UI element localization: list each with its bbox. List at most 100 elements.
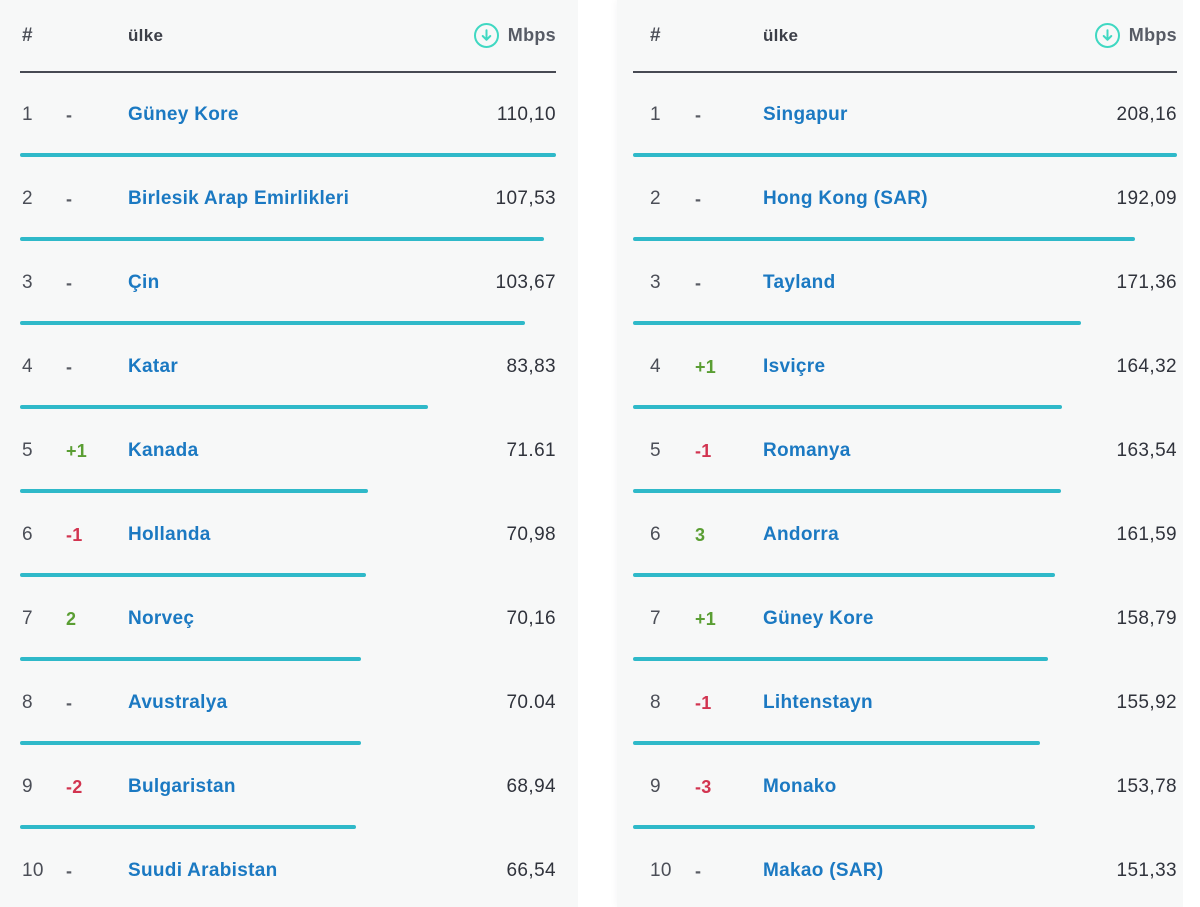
- table-row: 6 3 Andorra 161,59: [633, 493, 1177, 577]
- country-link[interactable]: Güney Kore: [763, 608, 874, 629]
- row-rank: 10: [650, 860, 672, 881]
- speed-bar: [20, 404, 428, 409]
- rank-change-indicator: -2: [66, 776, 83, 797]
- country-link[interactable]: Isviçre: [763, 356, 826, 377]
- table-row: 5 +1 Kanada 71.61: [20, 409, 556, 493]
- table-row: 7 2 Norveç 70,16: [20, 577, 556, 661]
- country-link[interactable]: Tayland: [763, 272, 836, 293]
- country-link[interactable]: Singapur: [763, 104, 848, 125]
- country-link[interactable]: Birlesik Arap Emirlikleri: [128, 188, 350, 209]
- table-row: 6 -1 Hollanda 70,98: [20, 493, 556, 577]
- rank-change-indicator: 2: [66, 608, 77, 629]
- row-rank: 6: [22, 524, 33, 545]
- country-column-header: ülke: [128, 25, 164, 45]
- country-link[interactable]: Andorra: [763, 524, 839, 545]
- speed-value: 103,67: [495, 272, 556, 293]
- country-link[interactable]: Bulgaristan: [128, 776, 236, 797]
- rank-column-header: #: [650, 24, 661, 46]
- country-link[interactable]: Katar: [128, 356, 179, 377]
- speed-bar: [633, 572, 1056, 577]
- country-link[interactable]: Hollanda: [128, 524, 211, 545]
- row-rank: 3: [650, 272, 661, 293]
- row-rank: 5: [22, 440, 33, 461]
- country-link[interactable]: Hong Kong (SAR): [763, 188, 928, 209]
- rank-change-indicator: -: [695, 104, 702, 125]
- speed-value: 71.61: [506, 440, 556, 461]
- rank-change-indicator: 3: [695, 524, 706, 545]
- table-row: 4 +1 Isviçre 164,32: [633, 325, 1177, 409]
- row-rank: 3: [22, 272, 33, 293]
- country-link[interactable]: Romanya: [763, 440, 851, 461]
- speed-bar: [633, 236, 1136, 241]
- row-rank: 8: [650, 692, 661, 713]
- row-rank: 5: [650, 440, 661, 461]
- table-row: 10 - Makao (SAR) 151,33: [633, 829, 1177, 907]
- country-link[interactable]: Makao (SAR): [763, 860, 884, 881]
- country-link[interactable]: Monako: [763, 776, 837, 797]
- rank-change-indicator: -: [695, 272, 702, 293]
- country-link[interactable]: Güney Kore: [128, 104, 239, 125]
- rank-change-indicator: -: [695, 188, 702, 209]
- row-rank: 10: [22, 860, 44, 881]
- speed-value: 70,16: [506, 608, 556, 629]
- table-row: 9 -2 Bulgaristan 68,94: [20, 745, 556, 829]
- speed-bar: [20, 488, 369, 493]
- speed-value: 164,32: [1116, 356, 1177, 377]
- speed-bar: [20, 572, 366, 577]
- country-link[interactable]: Avustralya: [128, 692, 228, 713]
- speed-bar: [20, 656, 362, 661]
- country-link[interactable]: Çin: [128, 272, 160, 293]
- rank-change-indicator: -: [66, 692, 73, 713]
- rank-change-indicator: -1: [695, 692, 712, 713]
- row-rank: 1: [22, 104, 33, 125]
- rank-change-indicator: -: [66, 272, 73, 293]
- row-rank: 6: [650, 524, 661, 545]
- speed-value: 153,78: [1116, 776, 1177, 797]
- speed-value: 70.04: [506, 692, 556, 713]
- ranking-table-right: # ülke Mbps 1 - Singapur 208,16 2 - Hong Kong …: [617, 0, 1183, 907]
- speed-value: 158,79: [1116, 608, 1177, 629]
- rank-change-indicator: -3: [695, 776, 712, 797]
- table-header: # ülke Mbps: [20, 0, 556, 73]
- table-row: 5 -1 Romanya 163,54: [633, 409, 1177, 493]
- table-row: 2 - Birlesik Arap Emirlikleri 107,53: [20, 157, 556, 241]
- speed-bar: [20, 740, 361, 745]
- speed-value: 163,54: [1116, 440, 1177, 461]
- table-row: 7 +1 Güney Kore 158,79: [633, 577, 1177, 661]
- country-link[interactable]: Lihtenstayn: [763, 692, 873, 713]
- table-row: 1 - Güney Kore 110,10: [20, 73, 556, 157]
- speed-bar: [633, 152, 1177, 157]
- rank-change-indicator: -: [695, 860, 702, 881]
- speed-value: 110,10: [496, 104, 556, 125]
- table-row: 2 - Hong Kong (SAR) 192,09: [633, 157, 1177, 241]
- speed-column-header: Mbps: [1094, 22, 1177, 49]
- speed-value: 192,09: [1116, 188, 1177, 209]
- table-row: 1 - Singapur 208,16: [633, 73, 1177, 157]
- rank-change-indicator: -: [66, 356, 73, 377]
- speed-bar: [633, 488, 1061, 493]
- speed-value: 151,33: [1116, 860, 1177, 881]
- country-link[interactable]: Kanada: [128, 440, 199, 461]
- table-row: 4 - Katar 83,83: [20, 325, 556, 409]
- speed-bar: [20, 152, 556, 157]
- country-link[interactable]: Suudi Arabistan: [128, 860, 278, 881]
- column-gutter: [578, 0, 617, 907]
- row-rank: 2: [650, 188, 661, 209]
- table-row: 8 -1 Lihtenstayn 155,92: [633, 661, 1177, 745]
- country-column-header: ülke: [763, 25, 799, 45]
- speed-bar: [633, 320, 1081, 325]
- row-rank: 7: [22, 608, 33, 629]
- speed-value: 66,54: [506, 860, 556, 881]
- speed-value: 208,16: [1116, 104, 1177, 125]
- speed-bar: [20, 236, 544, 241]
- table-header: # ülke Mbps: [633, 0, 1177, 73]
- download-circle-icon: [1094, 23, 1120, 48]
- speed-value: 155,92: [1116, 692, 1177, 713]
- row-rank: 7: [650, 608, 661, 629]
- rank-change-indicator: -: [66, 104, 73, 125]
- row-rank: 2: [22, 188, 33, 209]
- rank-change-indicator: +1: [66, 440, 87, 461]
- country-link[interactable]: Norveç: [128, 608, 195, 629]
- table-row: 8 - Avustralya 70.04: [20, 661, 556, 745]
